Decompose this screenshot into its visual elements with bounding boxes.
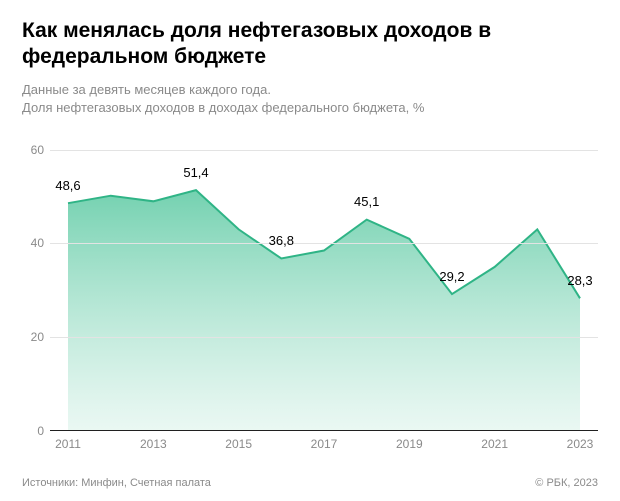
data-label: 36,8	[269, 233, 294, 248]
x-tick-label: 2023	[567, 437, 594, 451]
area-svg	[50, 131, 598, 431]
chart-footer: Источники: Минфин, Счетная палата © РБК,…	[22, 477, 598, 489]
grid-line	[50, 337, 598, 338]
y-axis: 0204060	[22, 131, 50, 431]
subtitle-line-2: Доля нефтегазовых доходов в доходах феде…	[22, 100, 424, 115]
chart-title: Как менялась доля нефтегазовых доходов в…	[22, 18, 598, 71]
data-label: 45,1	[354, 194, 379, 209]
chart-subtitle: Данные за девять месяцев каждого года. Д…	[22, 81, 598, 117]
source-text: Источники: Минфин, Счетная палата	[22, 477, 211, 489]
subtitle-line-1: Данные за девять месяцев каждого года.	[22, 82, 271, 97]
x-tick-label: 2017	[311, 437, 338, 451]
data-label: 29,2	[439, 269, 464, 284]
chart-container: 0204060 48,651,436,845,129,228,3 2011201…	[22, 131, 598, 471]
copyright-text: © РБК, 2023	[535, 477, 598, 489]
x-axis: 2011 2013 2015 2017 2019 2021 2023	[50, 437, 598, 457]
y-tick-label: 0	[37, 424, 44, 438]
data-label: 28,3	[567, 273, 592, 288]
y-tick-label: 20	[31, 330, 44, 344]
y-tick-label: 40	[31, 236, 44, 250]
x-baseline	[50, 430, 598, 431]
plot-area: 48,6 51,4 36,8 45,1 29,2 28,3	[50, 131, 598, 431]
data-label: 48,6	[55, 178, 80, 193]
data-label: 51,4	[183, 165, 208, 180]
x-tick-label: 2011	[55, 437, 81, 451]
y-tick-label: 60	[31, 143, 44, 157]
grid-line	[50, 243, 598, 244]
grid-line	[50, 150, 598, 151]
x-tick-label: 2013	[140, 437, 167, 451]
x-tick-label: 2021	[481, 437, 508, 451]
x-tick-label: 2019	[396, 437, 423, 451]
area-fill	[68, 190, 580, 431]
x-tick-label: 2015	[225, 437, 252, 451]
